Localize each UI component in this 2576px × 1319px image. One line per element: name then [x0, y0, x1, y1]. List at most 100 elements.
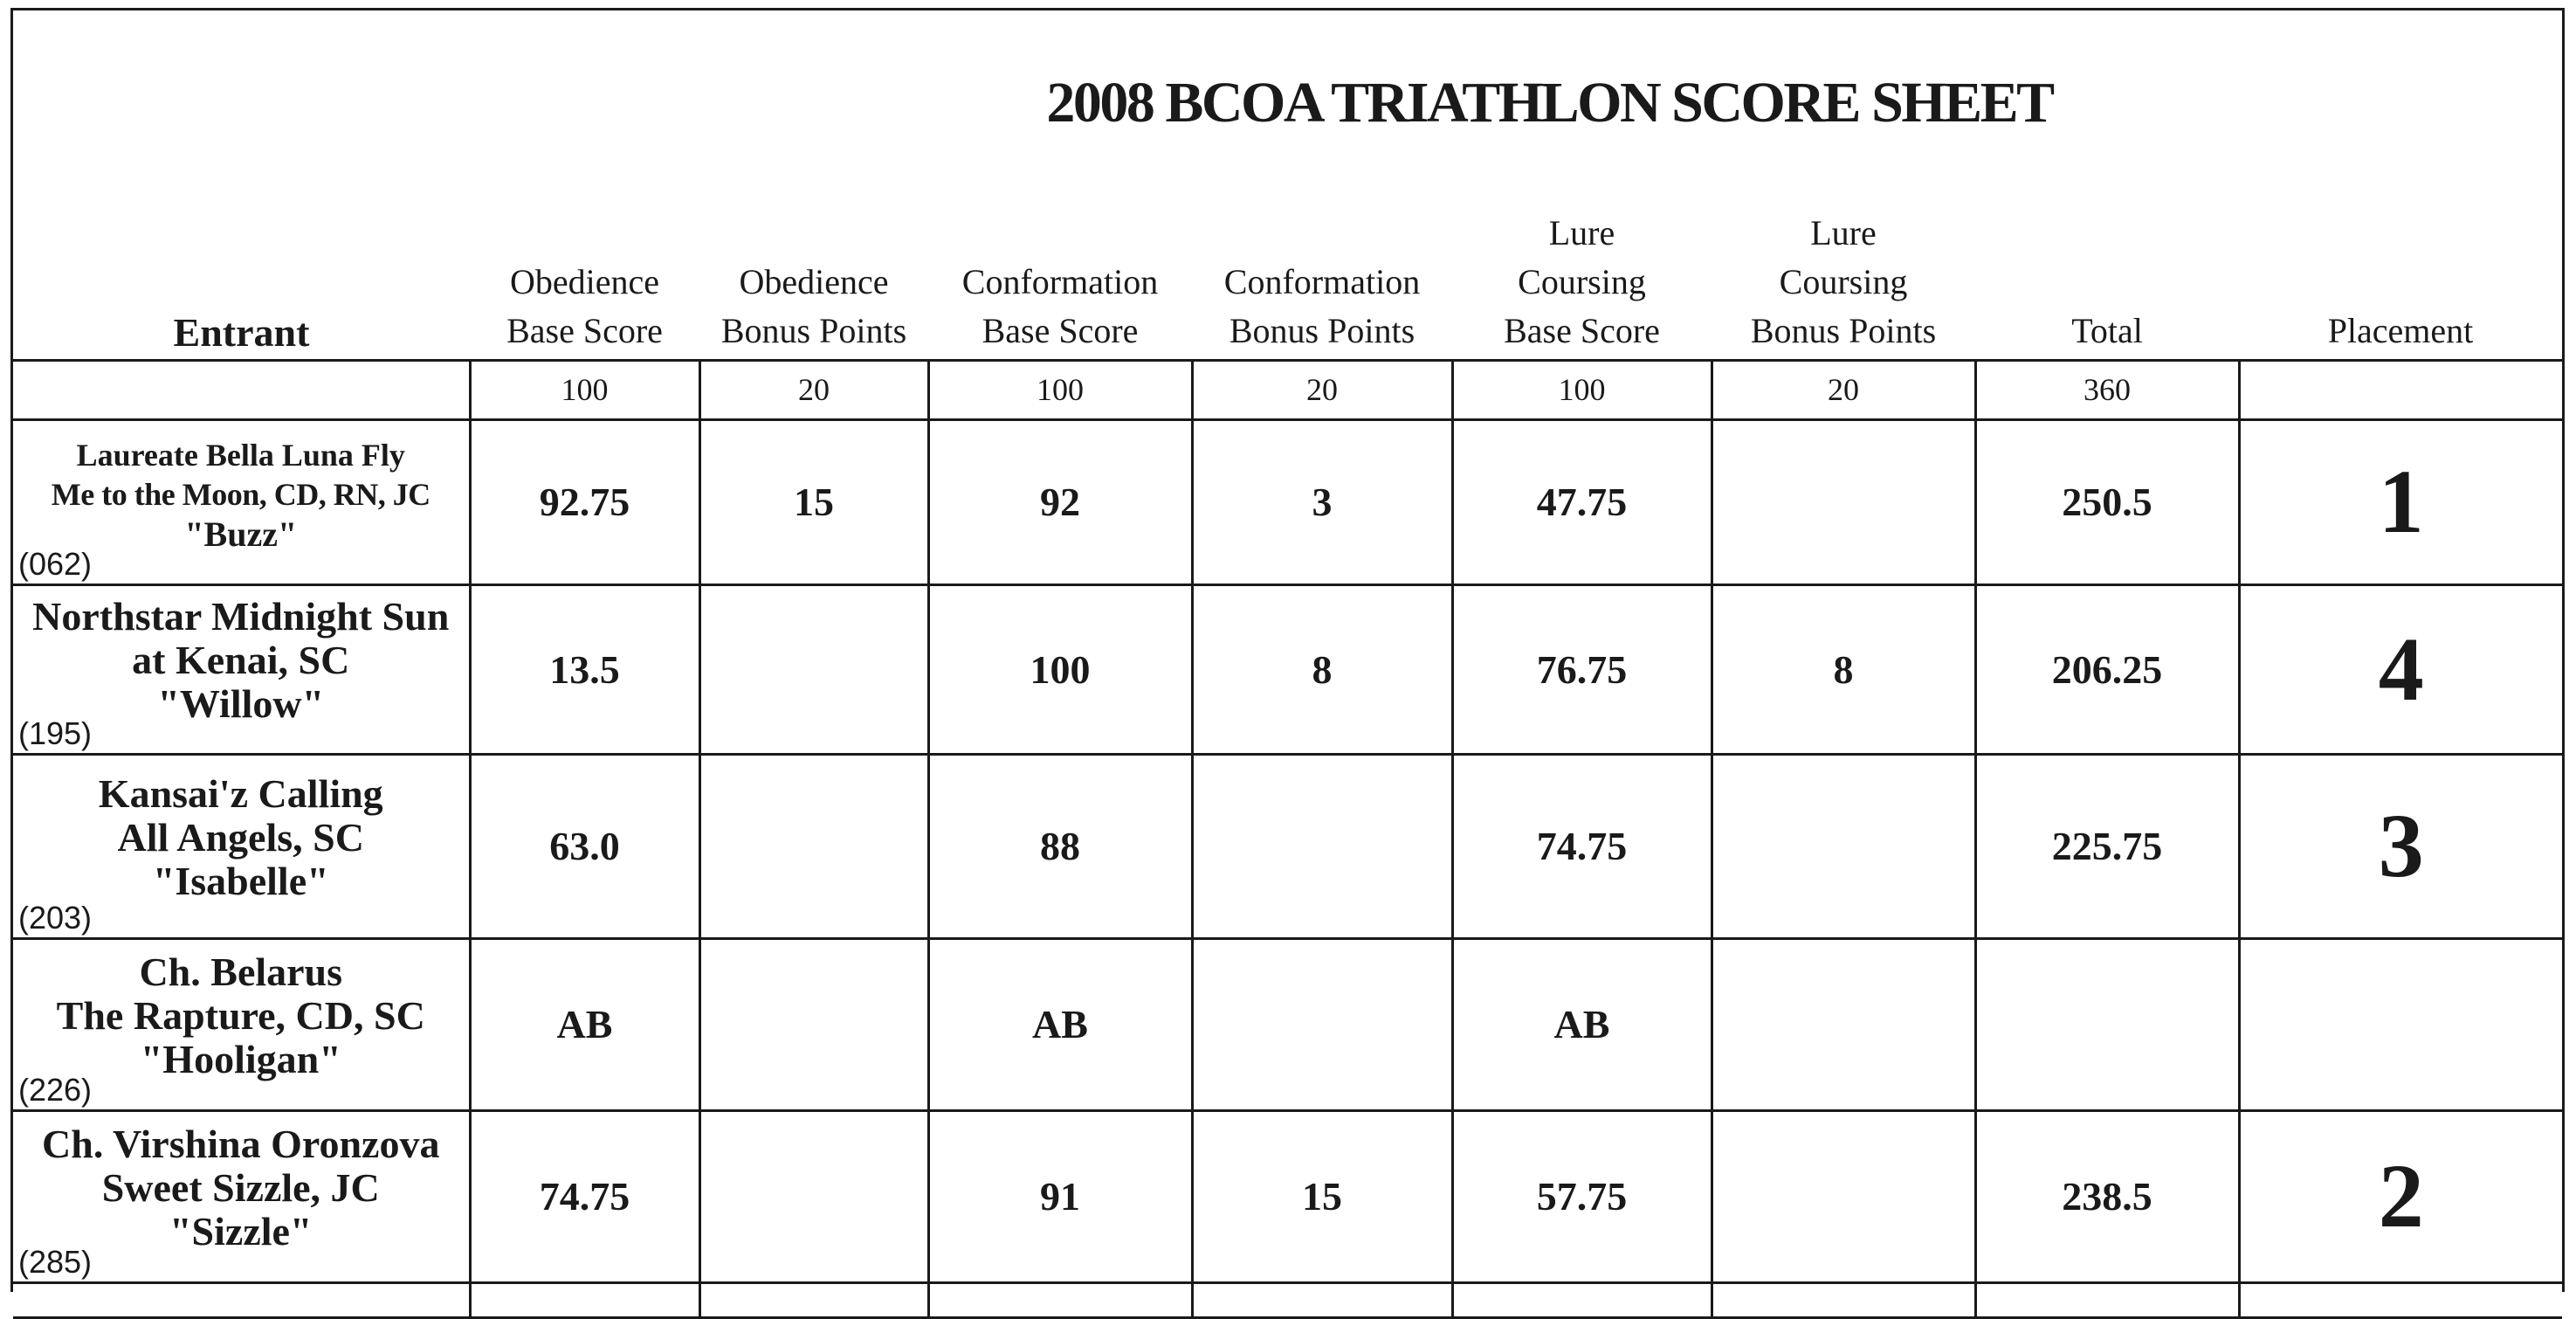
empty-cell: [928, 1282, 1194, 1319]
entry-number: (226): [18, 1071, 93, 1108]
max-cell: 20: [699, 360, 930, 421]
empty-cell: [1452, 1282, 1713, 1319]
entrant-call-name: "Sizzle": [169, 1208, 313, 1253]
entry-number: (203): [18, 899, 93, 936]
total-cell: 225.75: [1975, 754, 2241, 940]
total-cell: 238.5: [1975, 1110, 2241, 1284]
score-cell: 13.5: [470, 584, 701, 756]
score-table: Entrant Obedience Base Score Obedience B…: [13, 10, 2562, 1319]
header-line: Conformation: [1223, 261, 1421, 301]
score-cell: [699, 938, 930, 1112]
placement-cell: 1: [2239, 419, 2562, 586]
header-line: Bonus Points: [720, 310, 907, 350]
entrant-name-line: Ch. Belarus: [139, 949, 343, 994]
header-line: Base Score: [1504, 310, 1660, 350]
header-lure-base: Lure Coursing Base Score: [1452, 10, 1712, 362]
empty-cell: [1712, 1282, 1977, 1319]
total-cell: 206.25: [1975, 584, 2241, 756]
header-line: Total: [2071, 310, 2143, 350]
entrant-name-line: All Angels, SC: [117, 814, 364, 860]
score-cell: AB: [470, 938, 701, 1112]
entrant-call-name: "Willow": [157, 681, 325, 726]
entrant-call-name: "Hooligan": [140, 1036, 341, 1081]
score-cell: [699, 1110, 930, 1284]
score-cell: [1192, 938, 1454, 1112]
score-cell: 91: [928, 1110, 1194, 1284]
score-cell: 8: [1712, 584, 1977, 756]
max-cell: 100: [470, 360, 701, 421]
header-line: Bonus Points: [1229, 310, 1415, 350]
placement-cell: 2: [2239, 1110, 2562, 1284]
entrant-call-name: "Buzz": [184, 514, 298, 554]
header-line: Coursing: [1518, 261, 1646, 301]
score-cell: 63.0: [470, 754, 701, 940]
max-cell: 100: [1452, 360, 1713, 421]
score-cell: AB: [928, 938, 1194, 1112]
table-row: Kansai'z Calling All Angels, SC "Isabell…: [13, 754, 2562, 940]
header-line: Base Score: [506, 310, 663, 350]
max-cell: 100: [928, 360, 1194, 421]
placement-cell: 4: [2239, 584, 2562, 756]
header-line: Obedience: [509, 261, 659, 301]
entrant-call-name: "Isabelle": [152, 858, 329, 903]
max-cell: [2239, 360, 2562, 421]
score-cell: AB: [1452, 938, 1713, 1112]
entry-number: (285): [18, 1243, 93, 1280]
score-cell: [1712, 754, 1977, 940]
score-cell: 92.75: [470, 419, 701, 586]
total-cell: 250.5: [1975, 419, 2241, 586]
empty-cell: [13, 1282, 472, 1319]
header-lure-bonus: Lure Coursing Bonus Points: [1712, 10, 1975, 362]
header-line: Placement: [2327, 310, 2474, 350]
header-line: Base Score: [981, 310, 1139, 350]
empty-cell: [2239, 1282, 2562, 1319]
empty-cell: [699, 1282, 930, 1319]
entrant-cell: Kansai'z Calling All Angels, SC "Isabell…: [13, 754, 472, 940]
entrant-name-line: Northstar Midnight Sun: [32, 594, 450, 639]
score-cell: 57.75: [1452, 1110, 1713, 1284]
score-cell: 3: [1192, 419, 1454, 586]
max-points-row: 100 20 100 20 100 20 360: [13, 360, 2562, 421]
score-cell: 74.75: [1452, 754, 1713, 940]
total-cell: [1975, 938, 2241, 1112]
score-cell: 100: [928, 584, 1194, 756]
header-obedience-bonus: Obedience Bonus Points: [699, 10, 928, 362]
score-cell: 74.75: [470, 1110, 701, 1284]
header-total: Total: [1975, 10, 2239, 362]
entrant-cell: Northstar Midnight Sun at Kenai, SC "Wil…: [13, 584, 472, 756]
score-cell: 15: [1192, 1110, 1454, 1284]
score-cell: [1712, 938, 1977, 1112]
table-row: Ch. Belarus The Rapture, CD, SC "Hooliga…: [13, 938, 2562, 1112]
placement-cell: 3: [2239, 754, 2562, 940]
score-cell: 92: [928, 419, 1194, 586]
entry-number: (195): [18, 715, 93, 751]
entrant-cell: Ch. Belarus The Rapture, CD, SC "Hooliga…: [13, 938, 472, 1112]
entrant-name-line: Kansai'z Calling: [98, 770, 383, 816]
score-cell: 47.75: [1452, 419, 1713, 586]
max-cell: 20: [1192, 360, 1454, 421]
score-cell: [1712, 419, 1977, 586]
score-cell: [1712, 1110, 1977, 1284]
entrant-cell: Laureate Bella Luna Fly Me to the Moon, …: [13, 419, 472, 586]
entrant-cell: Ch. Virshina Oronzova Sweet Sizzle, JC "…: [13, 1110, 472, 1284]
header-entrant: Entrant: [13, 10, 470, 362]
entrant-name-line: Laureate Bella Luna Fly: [76, 438, 405, 473]
header-line: Entrant: [173, 309, 310, 355]
header-row: Entrant Obedience Base Score Obedience B…: [13, 10, 2562, 362]
entrant-name-line: Ch. Virshina Oronzova: [42, 1121, 440, 1166]
score-cell: 88: [928, 754, 1194, 940]
header-line: Obedience: [739, 261, 889, 301]
table-row: Northstar Midnight Sun at Kenai, SC "Wil…: [13, 584, 2562, 756]
score-cell: 15: [699, 419, 930, 586]
entrant-name-line: Sweet Sizzle, JC: [101, 1164, 380, 1210]
header-line: Conformation: [961, 261, 1159, 301]
header-obedience-base: Obedience Base Score: [470, 10, 699, 362]
score-cell: 76.75: [1452, 584, 1713, 756]
header-placement: Placement: [2239, 10, 2562, 362]
header-conformation-base: Conformation Base Score: [928, 10, 1192, 362]
table-row: Ch. Virshina Oronzova Sweet Sizzle, JC "…: [13, 1110, 2562, 1284]
empty-cell: [1192, 1282, 1454, 1319]
score-sheet: 2008 BCOA TRIATHLON SCORE SHEET Entrant …: [10, 8, 2565, 1319]
header-conformation-bonus: Conformation Bonus Points: [1192, 10, 1452, 362]
table-row: Laureate Bella Luna Fly Me to the Moon, …: [13, 419, 2562, 586]
